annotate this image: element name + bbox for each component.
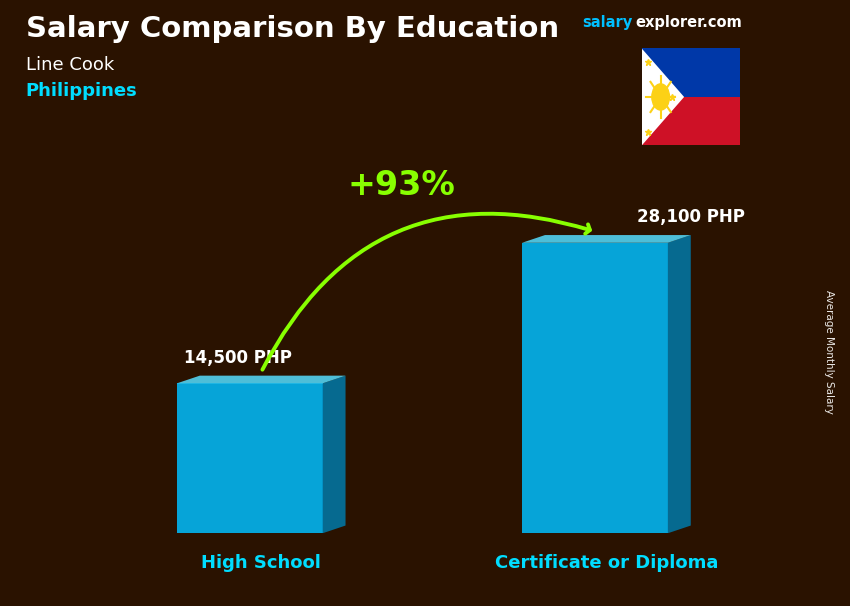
Polygon shape — [322, 376, 346, 533]
Circle shape — [652, 84, 670, 110]
Text: explorer.com: explorer.com — [636, 15, 743, 30]
Polygon shape — [642, 97, 740, 145]
Polygon shape — [177, 376, 346, 384]
Polygon shape — [642, 48, 684, 145]
Text: salary: salary — [582, 15, 632, 30]
Polygon shape — [522, 243, 668, 533]
Text: 28,100 PHP: 28,100 PHP — [637, 208, 745, 226]
Text: High School: High School — [201, 554, 321, 573]
Polygon shape — [522, 235, 691, 243]
Text: +93%: +93% — [348, 169, 455, 202]
Text: Average Monthly Salary: Average Monthly Salary — [824, 290, 834, 413]
Polygon shape — [642, 48, 740, 145]
Text: Philippines: Philippines — [26, 82, 137, 100]
Polygon shape — [668, 235, 691, 533]
Text: Line Cook: Line Cook — [26, 56, 114, 74]
Text: Salary Comparison By Education: Salary Comparison By Education — [26, 15, 558, 43]
Text: 14,500 PHP: 14,500 PHP — [184, 349, 292, 367]
Polygon shape — [642, 48, 740, 97]
Text: Certificate or Diploma: Certificate or Diploma — [495, 554, 718, 573]
Polygon shape — [177, 384, 322, 533]
